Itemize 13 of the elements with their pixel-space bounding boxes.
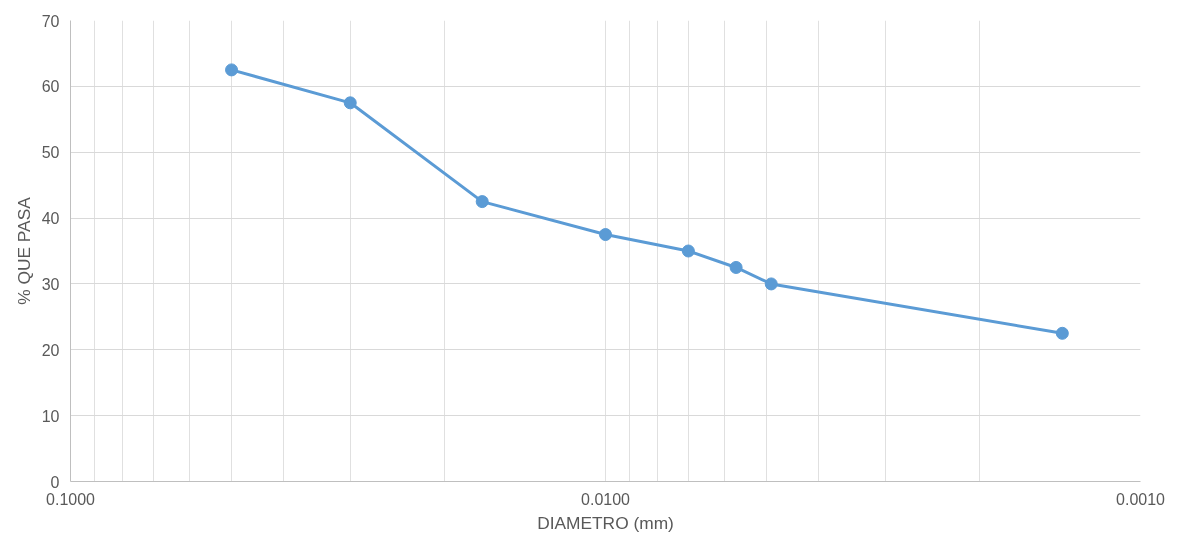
x-axis-title: DIAMETRO (mm) (537, 512, 674, 533)
y-tick-label: 10 (41, 407, 60, 425)
y-tick-label: 60 (41, 78, 60, 96)
y-tick-label: 30 (41, 275, 60, 293)
x-tick-label: 0.0100 (581, 490, 631, 508)
x-tick-label: 0.0010 (1116, 490, 1166, 508)
y-tick-label: 20 (41, 341, 60, 359)
y-tick-label: 40 (41, 210, 60, 228)
y-axis-title: % QUE PASA (13, 196, 34, 305)
x-tick-label: 0.1000 (46, 490, 96, 508)
y-tick-label: 0 (50, 473, 60, 491)
y-tick-label: 50 (41, 144, 60, 162)
y-tick-label: 70 (41, 12, 60, 30)
